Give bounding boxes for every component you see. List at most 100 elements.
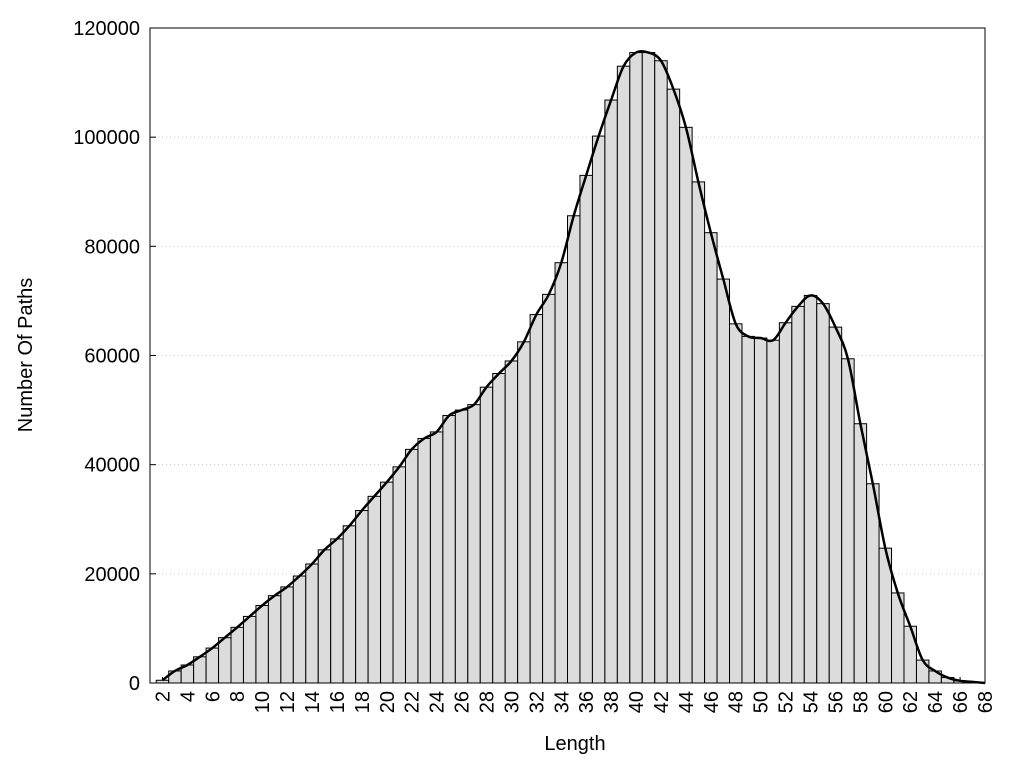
x-tick-label: 62 [900, 691, 922, 713]
bar [542, 293, 556, 684]
trend-line [161, 49, 986, 685]
bar [517, 341, 531, 684]
x-tick-label: 50 [751, 691, 773, 713]
y-axis-label: Number Of Paths [15, 278, 37, 433]
x-tick-label: 28 [476, 691, 498, 713]
x-tick-label: 14 [302, 691, 324, 713]
y-tick-label: 0 [129, 673, 140, 695]
bar [629, 52, 643, 684]
bar [729, 323, 743, 684]
bar [853, 423, 868, 684]
bar [816, 303, 830, 684]
y-tick-label: 120000 [73, 18, 140, 40]
x-tick-label: 58 [850, 691, 872, 713]
x-tick-label: 38 [601, 691, 623, 713]
bar [604, 99, 618, 684]
bar [467, 404, 481, 684]
x-tick-label: 44 [676, 691, 698, 713]
x-tick-label: 42 [651, 691, 673, 713]
bar [915, 659, 930, 684]
y-tick-label: 80000 [84, 236, 140, 258]
x-tick-label: 8 [227, 691, 249, 702]
x-tick-label: 48 [726, 691, 748, 713]
x-tick-label: 12 [277, 691, 299, 713]
plot-frame [149, 27, 986, 684]
x-tick-label: 64 [925, 691, 947, 713]
y-tick-label: 100000 [73, 127, 140, 149]
bar [841, 358, 855, 684]
bar [404, 448, 419, 684]
bar [529, 314, 544, 684]
x-tick-label: 60 [875, 691, 897, 713]
bar [305, 563, 319, 684]
bar [716, 278, 731, 684]
x-tick-label: 18 [352, 691, 374, 713]
bar [218, 637, 232, 684]
x-tick-label: 40 [626, 691, 648, 713]
bar [828, 326, 843, 684]
x-tick-label: 54 [801, 691, 823, 713]
x-tick-label: 68 [975, 691, 997, 713]
bar [454, 409, 469, 684]
bar [242, 615, 257, 684]
x-tick-label: 16 [327, 691, 349, 713]
x-tick-label: 20 [377, 691, 399, 713]
bar [616, 65, 631, 684]
bar [554, 262, 568, 684]
bar [367, 495, 382, 684]
bar [641, 52, 656, 684]
bar [679, 126, 693, 684]
bar [778, 322, 793, 684]
bar [380, 481, 394, 684]
bar [741, 335, 755, 684]
bar [417, 437, 431, 684]
x-tick-label: 4 [177, 691, 199, 702]
x-tick-label: 56 [825, 691, 847, 713]
bar [492, 373, 506, 684]
bar [392, 466, 406, 684]
bar [230, 626, 244, 684]
x-tick-label: 30 [501, 691, 523, 713]
bar [691, 181, 706, 684]
x-tick-label: 2 [152, 691, 174, 702]
x-tick-label: 66 [950, 691, 972, 713]
bar [579, 174, 593, 684]
bar [292, 575, 307, 684]
bar [429, 431, 444, 684]
bar [903, 625, 917, 684]
bar [666, 88, 681, 684]
bar [479, 386, 494, 684]
bar [567, 215, 581, 684]
bar [255, 604, 269, 684]
x-tick-label: 52 [776, 691, 798, 713]
y-tick-label: 40000 [84, 455, 140, 477]
bar [442, 415, 456, 684]
bar [803, 294, 818, 684]
x-tick-label: 46 [701, 691, 723, 713]
x-tick-label: 24 [427, 691, 449, 713]
bar [330, 538, 344, 684]
bar [791, 305, 805, 684]
bar [205, 647, 220, 684]
bar [280, 586, 294, 684]
x-tick-label: 26 [452, 691, 474, 713]
bar [654, 60, 668, 684]
y-tick-label: 20000 [84, 564, 140, 586]
x-tick-label: 36 [576, 691, 598, 713]
bar [317, 549, 332, 684]
bar [504, 360, 519, 684]
bar [704, 232, 718, 684]
x-tick-label: 6 [202, 691, 224, 702]
bar [753, 337, 768, 684]
x-tick-label: 22 [402, 691, 424, 713]
bar [342, 525, 357, 684]
bar [267, 595, 282, 684]
x-tick-label: 34 [551, 691, 573, 713]
x-tick-label: 32 [526, 691, 548, 713]
x-tick-label: 10 [252, 691, 274, 713]
bar [355, 510, 369, 684]
bar [591, 135, 606, 684]
y-tick-label: 60000 [84, 346, 140, 368]
